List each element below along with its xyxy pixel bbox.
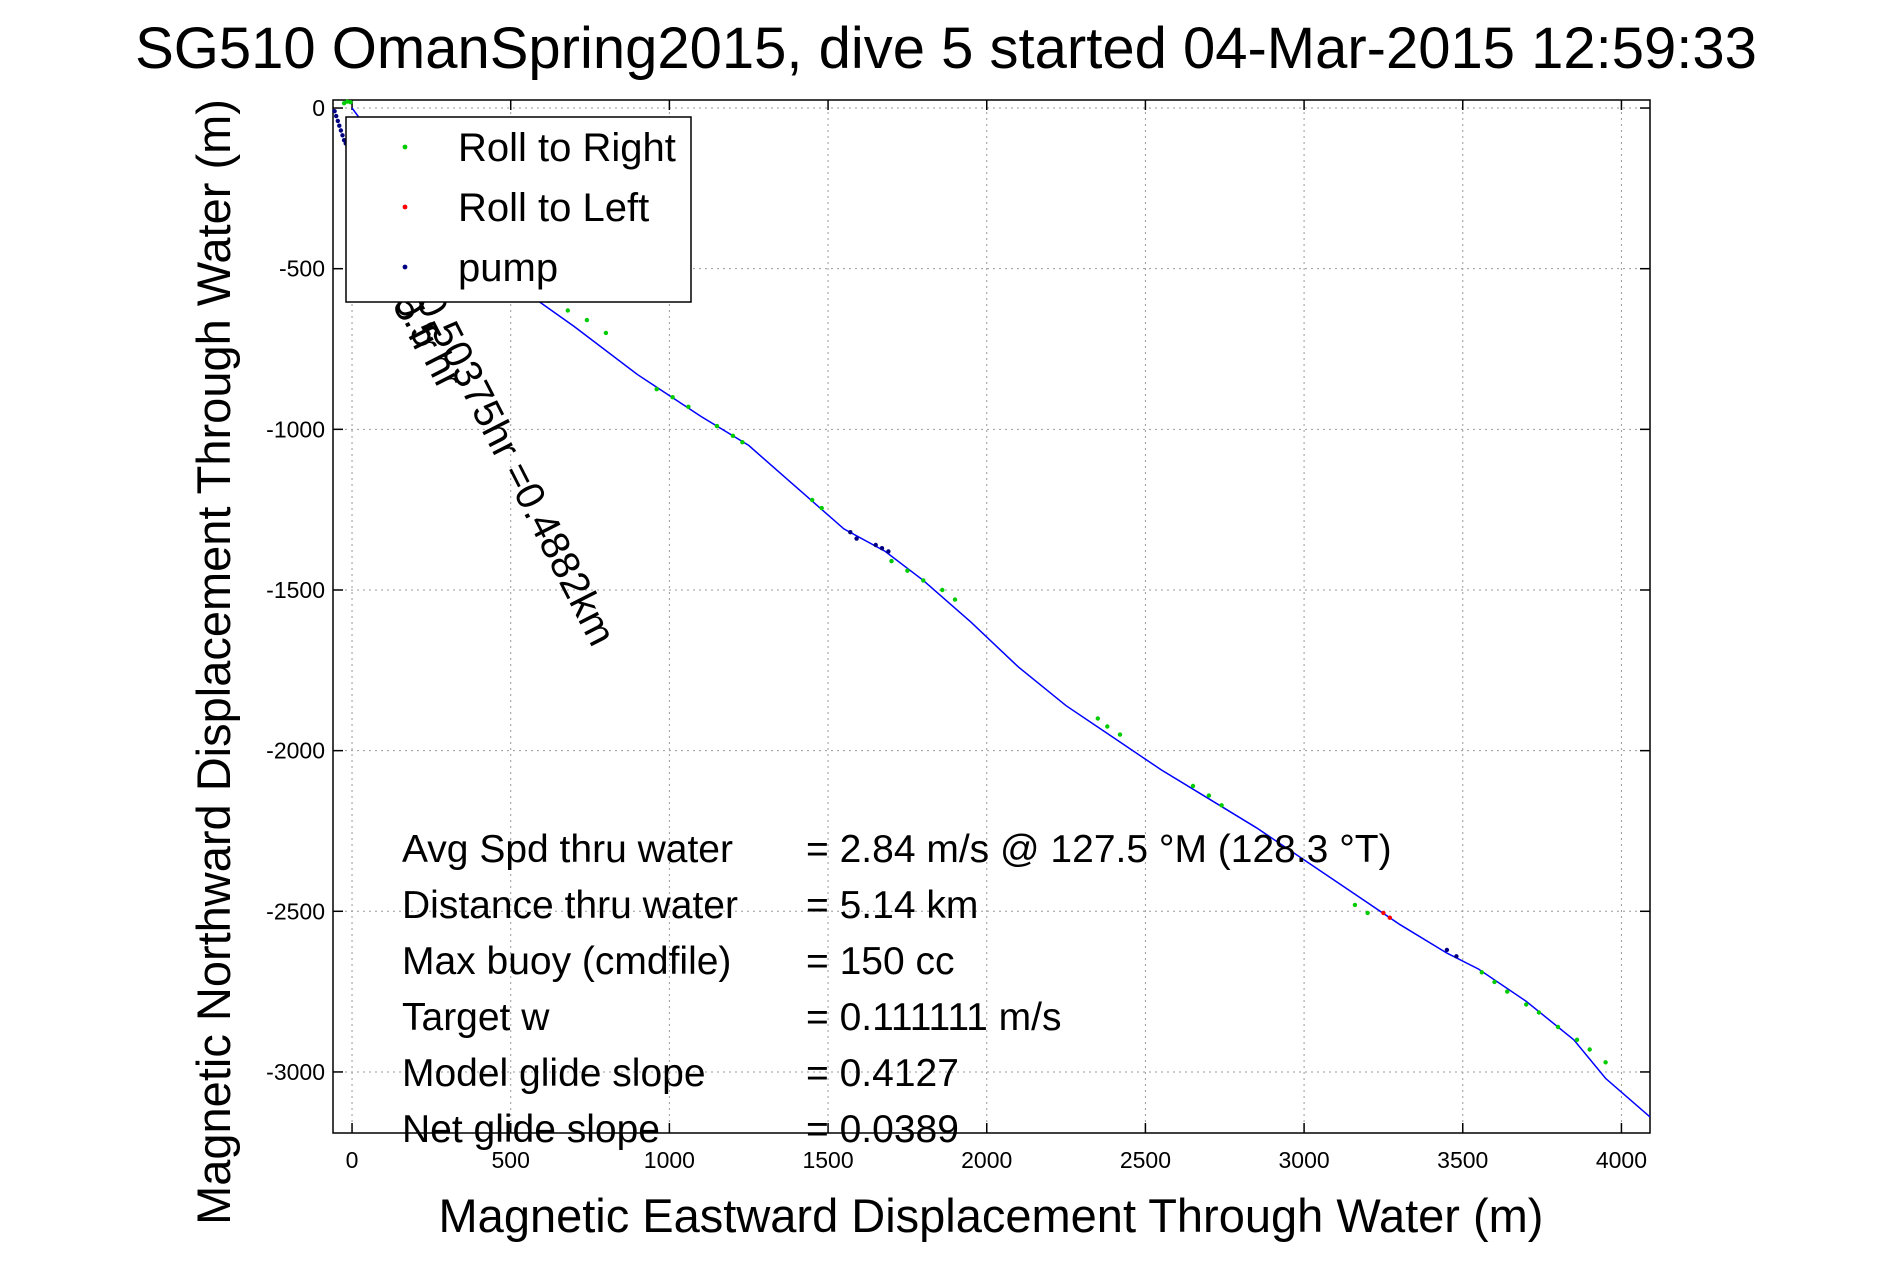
- stat-label: Net glide slope: [402, 1108, 660, 1151]
- point-roll-to-right: [686, 404, 691, 409]
- stat-value: = 5.14 km: [806, 884, 978, 927]
- point-pump: [335, 118, 340, 124]
- point-roll-to-right: [1206, 793, 1212, 798]
- point-roll-to-right: [1536, 1010, 1542, 1015]
- legend-items: Roll to Right Roll to Left pump: [402, 126, 676, 290]
- x-tick-label: 0: [346, 1147, 359, 1173]
- point-roll-to-right: [889, 558, 894, 564]
- point-pump: [1454, 954, 1459, 959]
- point-roll-to-right: [1352, 902, 1358, 908]
- point-pump: [338, 128, 344, 133]
- point-roll-to-right: [921, 578, 926, 583]
- point-pump: [340, 133, 345, 138]
- point-roll-to-right: [714, 423, 720, 429]
- point-roll-to-right: [940, 587, 945, 593]
- stat-value: = 0.4127: [806, 1052, 959, 1095]
- stat-value: = 0.0389: [806, 1108, 959, 1151]
- legend-marker: [402, 264, 408, 270]
- point-roll-to-right: [819, 505, 824, 511]
- x-tick-label: 3500: [1437, 1147, 1488, 1173]
- y-axis-label: Magnetic Northward Displacement Through …: [187, 99, 240, 1225]
- point-roll-to-right: [952, 597, 958, 602]
- x-tick-label: 2500: [1120, 1147, 1171, 1173]
- point-pump: [1444, 947, 1450, 953]
- point-pump: [334, 113, 339, 119]
- stat-value: = 0.111111 m/s: [806, 996, 1061, 1039]
- point-roll-to-right: [584, 317, 590, 323]
- point-pump: [873, 542, 878, 548]
- point-roll-to-right: [810, 497, 815, 503]
- legend-entry: Roll to Right: [458, 126, 676, 170]
- x-tick-label: 3000: [1279, 1147, 1330, 1173]
- chart-title: SG510 OmanSpring2015, dive 5 started 04-…: [135, 16, 1757, 81]
- x-tick-label: 1500: [802, 1147, 853, 1173]
- point-roll-to-right: [1219, 803, 1224, 808]
- point-roll-to-right: [1603, 1060, 1608, 1065]
- legend-marker: [402, 204, 408, 210]
- legend-entry: pump: [458, 246, 558, 290]
- point-roll-to-right: [1190, 783, 1196, 789]
- y-tick-label: -3000: [266, 1059, 325, 1085]
- legend-marker: [402, 144, 408, 150]
- y-tick-label: -2000: [266, 738, 325, 764]
- point-roll-to-right: [1524, 1002, 1529, 1007]
- point-pump: [854, 536, 859, 541]
- x-tick-label: 1000: [644, 1147, 695, 1173]
- stat-label: Model glide slope: [402, 1052, 706, 1095]
- y-tick-label: -2500: [266, 898, 325, 924]
- point-roll-to-right: [603, 330, 609, 336]
- stat-value: = 150 cc: [806, 940, 955, 983]
- x-tick-labels: 0 500 1000 1500 2000 2500 3000 3500 4000: [346, 1147, 1647, 1173]
- point-roll-to-right: [654, 387, 659, 392]
- point-roll-to-right: [1555, 1024, 1561, 1030]
- stat-value: = 2.84 m/s @ 127.5 °M (128.3 °T): [806, 828, 1392, 871]
- point-roll-to-right: [670, 395, 675, 400]
- point-pump: [879, 546, 885, 551]
- point-roll-to-left: [1381, 910, 1386, 916]
- stat-label: Distance thru water: [402, 884, 738, 927]
- point-roll-to-left: [1387, 915, 1393, 920]
- point-roll-to-right: [1492, 979, 1497, 985]
- point-roll-to-right: [565, 308, 570, 313]
- point-pump: [332, 109, 337, 114]
- tick-marks: [333, 100, 1650, 1133]
- legend: Roll to Right Roll to Left pump: [345, 116, 692, 303]
- stat-label: Max buoy (cmdfile): [402, 940, 731, 983]
- point-roll-to-right: [1365, 910, 1370, 916]
- x-tick-label: 2000: [961, 1147, 1012, 1173]
- y-tick-label: -1000: [266, 416, 325, 442]
- point-roll-to-right: [905, 568, 910, 573]
- point-roll-to-right: [348, 100, 353, 105]
- point-roll-to-right: [1587, 1047, 1592, 1052]
- point-roll-to-right: [1117, 732, 1123, 737]
- point-roll-to-right: [1479, 970, 1485, 975]
- y-tick-labels: 0 -500 -1000 -1500 -2000 -2500 -3000: [266, 95, 325, 1085]
- stats-block: Avg Spd thru water = 2.84 m/s @ 127.5 °M …: [402, 828, 1392, 1151]
- y-tick-label: 0: [312, 95, 325, 121]
- x-tick-label: 500: [492, 1147, 530, 1173]
- stat-label: Avg Spd thru water: [402, 828, 733, 871]
- grid: [333, 100, 1650, 1133]
- x-tick-label: 4000: [1596, 1147, 1647, 1173]
- glider-track-line: [351, 107, 1651, 1118]
- y-tick-label: -500: [279, 256, 325, 282]
- point-pump: [886, 549, 891, 554]
- point-roll-to-right: [1505, 989, 1510, 994]
- point-roll-to-right: [730, 433, 736, 438]
- y-tick-label: -1500: [266, 577, 325, 603]
- point-roll-to-right: [1105, 724, 1110, 729]
- point-pump: [848, 530, 853, 535]
- point-roll-to-right: [1095, 716, 1101, 721]
- legend-entry: Roll to Left: [458, 186, 649, 230]
- point-roll-to-right: [1574, 1037, 1580, 1043]
- point-roll-to-right: [740, 440, 745, 445]
- point-pump: [337, 123, 342, 128]
- x-axis-label: Magnetic Eastward Displacement Through W…: [439, 1189, 1544, 1242]
- stat-label: Target w: [402, 996, 550, 1039]
